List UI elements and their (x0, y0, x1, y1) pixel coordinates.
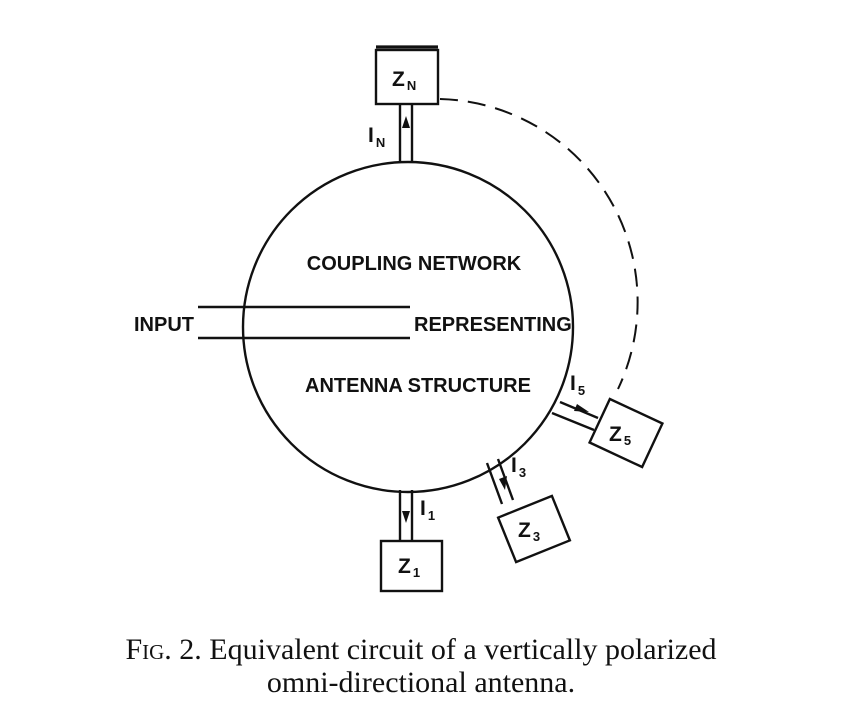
load-5-lead-inner (551, 411, 595, 432)
caption-line-2: omni-directional antenna. (266, 666, 576, 699)
figure-caption: Fig. 2. Equivalent circuit of a vertical… (0, 633, 842, 667)
figure-number-prefix: Fig. (125, 633, 172, 666)
current-1-arrowhead (402, 511, 410, 523)
load-5-box (587, 397, 665, 469)
current-3-arrowhead (499, 476, 507, 490)
load-3-lead-left (485, 462, 504, 505)
network-label-coupling: COUPLING NETWORK (307, 253, 522, 275)
caption-line-1: 2. Equivalent circuit of a vertically po… (179, 633, 717, 666)
coupling-network-circle (241, 160, 575, 494)
input-label: INPUT (134, 314, 194, 336)
load-3-box (496, 494, 572, 564)
dashed-continuation-arc (439, 98, 639, 390)
network-label-antenna: ANTENNA STRUCTURE (305, 375, 531, 397)
figure-caption-continued: omni-directional antenna. (0, 666, 842, 700)
current-5-arrowhead (574, 404, 589, 412)
load-n-box (374, 48, 440, 106)
current-n-arrowhead (402, 116, 410, 128)
load-1-box (379, 539, 444, 593)
network-label-representing: REPRESENTING (414, 314, 572, 336)
